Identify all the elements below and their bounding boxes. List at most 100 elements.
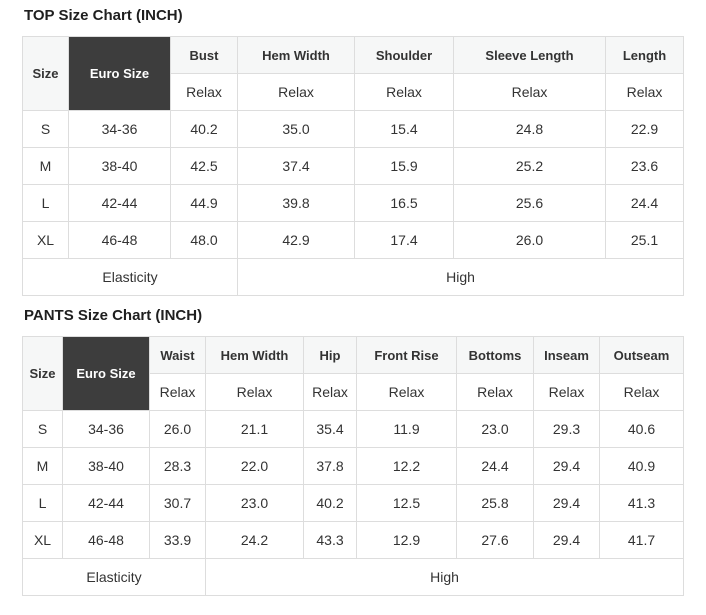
fit-cell: Relax: [303, 373, 357, 411]
value-cell: 29.3: [533, 410, 600, 448]
size-cell: S: [22, 110, 69, 148]
value-cell: 42.5: [170, 147, 238, 185]
value-cell: 22.9: [605, 110, 684, 148]
pants-header-hem-width: Hem Width: [205, 336, 304, 374]
pants-header-front-rise: Front Rise: [356, 336, 457, 374]
euro-size-cell: 34-36: [68, 110, 171, 148]
value-cell: 24.4: [605, 184, 684, 222]
top-elasticity-row: Elasticity High: [22, 258, 684, 296]
fit-cell: Relax: [456, 373, 534, 411]
top-header-sleeve-length: Sleeve Length: [453, 36, 606, 74]
top-header-euro-size: Euro Size: [68, 36, 171, 111]
value-cell: 37.4: [237, 147, 355, 185]
size-cell: L: [22, 184, 69, 222]
value-cell: 25.1: [605, 221, 684, 259]
euro-size-cell: 38-40: [68, 147, 171, 185]
top-fit-row: Relax Relax Relax Relax Relax: [23, 73, 684, 111]
value-cell: 24.2: [205, 521, 304, 559]
pants-row-l: L 42-44 30.7 23.0 40.2 12.5 25.8 29.4 41…: [22, 484, 684, 522]
value-cell: 17.4: [354, 221, 454, 259]
elasticity-label-cell: Elasticity: [22, 558, 206, 596]
fit-cell: Relax: [354, 73, 454, 111]
pants-row-s: S 34-36 26.0 21.1 35.4 11.9 23.0 29.3 40…: [22, 410, 684, 448]
top-row-l: L 42-44 44.9 39.8 16.5 25.6 24.4: [22, 184, 684, 222]
euro-size-cell: 38-40: [62, 447, 150, 485]
elasticity-label-cell: Elasticity: [22, 258, 238, 296]
fit-cell: Relax: [453, 73, 606, 111]
pants-row-m: M 38-40 28.3 22.0 37.8 12.2 24.4 29.4 40…: [22, 447, 684, 485]
top-header-length: Length: [605, 36, 684, 74]
size-cell: XL: [22, 521, 63, 559]
value-cell: 25.6: [453, 184, 606, 222]
value-cell: 29.4: [533, 484, 600, 522]
value-cell: 25.8: [456, 484, 534, 522]
value-cell: 33.9: [149, 521, 206, 559]
value-cell: 40.2: [303, 484, 357, 522]
value-cell: 26.0: [453, 221, 606, 259]
value-cell: 48.0: [170, 221, 238, 259]
fit-cell: Relax: [356, 373, 457, 411]
value-cell: 43.3: [303, 521, 357, 559]
fit-cell: Relax: [205, 373, 304, 411]
value-cell: 23.0: [456, 410, 534, 448]
value-cell: 23.0: [205, 484, 304, 522]
value-cell: 12.9: [356, 521, 457, 559]
size-cell: S: [22, 410, 63, 448]
fit-cell: Relax: [599, 373, 684, 411]
top-header-bust: Bust: [170, 36, 238, 74]
size-cell: M: [22, 147, 69, 185]
value-cell: 29.4: [533, 447, 600, 485]
top-row-s: S 34-36 40.2 35.0 15.4 24.8 22.9: [22, 110, 684, 148]
pants-chart-title: PANTS Size Chart (INCH): [24, 307, 203, 324]
fit-cell: Relax: [237, 73, 355, 111]
elasticity-value-cell: High: [205, 558, 684, 596]
top-header-shoulder: Shoulder: [354, 36, 454, 74]
euro-size-cell: 42-44: [62, 484, 150, 522]
top-row-m: M 38-40 42.5 37.4 15.9 25.2 23.6: [22, 147, 684, 185]
size-cell: L: [22, 484, 63, 522]
size-cell: XL: [22, 221, 69, 259]
value-cell: 30.7: [149, 484, 206, 522]
pants-header-size: Size: [22, 336, 63, 411]
fit-cell: Relax: [170, 73, 238, 111]
pants-header-inseam: Inseam: [533, 336, 600, 374]
size-cell: M: [22, 447, 63, 485]
top-header-hem-width: Hem Width: [237, 36, 355, 74]
value-cell: 26.0: [149, 410, 206, 448]
value-cell: 44.9: [170, 184, 238, 222]
fit-cell: Relax: [533, 373, 600, 411]
value-cell: 39.8: [237, 184, 355, 222]
value-cell: 42.9: [237, 221, 355, 259]
value-cell: 24.8: [453, 110, 606, 148]
value-cell: 24.4: [456, 447, 534, 485]
fit-cell: Relax: [149, 373, 206, 411]
value-cell: 27.6: [456, 521, 534, 559]
pants-header-bottoms: Bottoms: [456, 336, 534, 374]
value-cell: 40.6: [599, 410, 684, 448]
pants-header-hip: Hip: [303, 336, 357, 374]
top-row-xl: XL 46-48 48.0 42.9 17.4 26.0 25.1: [22, 221, 684, 259]
pants-header-euro-size: Euro Size: [62, 336, 150, 411]
value-cell: 12.2: [356, 447, 457, 485]
value-cell: 29.4: [533, 521, 600, 559]
value-cell: 25.2: [453, 147, 606, 185]
value-cell: 12.5: [356, 484, 457, 522]
value-cell: 40.9: [599, 447, 684, 485]
top-size-table: Size Euro Size Bust Hem Width Shoulder S…: [22, 36, 684, 296]
fit-cell: Relax: [605, 73, 684, 111]
top-chart-title: TOP Size Chart (INCH): [24, 7, 183, 24]
value-cell: 11.9: [356, 410, 457, 448]
pants-size-table: Size Euro Size Waist Hem Width Hip Front…: [22, 336, 684, 596]
value-cell: 16.5: [354, 184, 454, 222]
top-header-row: Size Euro Size Bust Hem Width Shoulder S…: [22, 36, 684, 111]
euro-size-cell: 46-48: [68, 221, 171, 259]
value-cell: 35.4: [303, 410, 357, 448]
pants-elasticity-row: Elasticity High: [22, 558, 684, 596]
value-cell: 23.6: [605, 147, 684, 185]
top-header-size: Size: [22, 36, 69, 111]
euro-size-cell: 46-48: [62, 521, 150, 559]
size-chart-page: TOP Size Chart (INCH) Size Euro Size Bus…: [22, 7, 684, 596]
value-cell: 22.0: [205, 447, 304, 485]
pants-header-outseam: Outseam: [599, 336, 684, 374]
value-cell: 28.3: [149, 447, 206, 485]
